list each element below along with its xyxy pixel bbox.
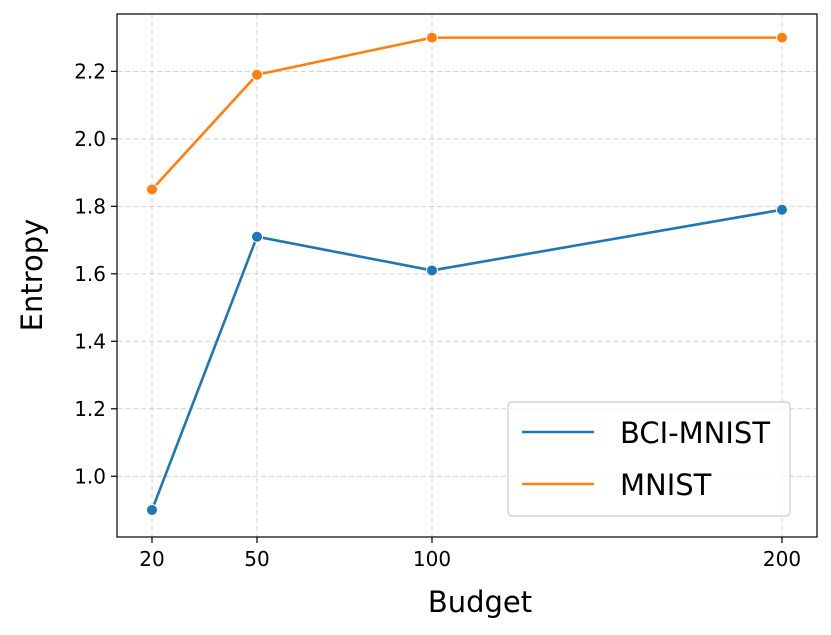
series-mnist [146, 31, 788, 196]
data-point [251, 68, 263, 81]
y-tick-label: 1.6 [74, 262, 106, 286]
legend: BCI-MNIST MNIST [507, 401, 791, 517]
y-tick-label: 1.2 [74, 397, 106, 421]
x-tick-label: 50 [244, 547, 269, 571]
data-point [426, 264, 438, 277]
series-line [150, 208, 783, 511]
series-line [151, 36, 782, 191]
data-point [776, 31, 788, 44]
y-tick-label: 2.0 [74, 127, 106, 151]
data-point [426, 31, 438, 44]
series-layer [146, 31, 788, 517]
legend-label: BCI-MNIST [620, 416, 770, 450]
data-point [251, 230, 263, 243]
x-tick-label: 200 [763, 547, 801, 571]
y-tick-label: 1.0 [74, 464, 106, 488]
y-axis-title: Entropy [15, 219, 49, 332]
y-tick-label: 2.2 [74, 59, 106, 83]
y-axis-ticks: 1.0 1.2 1.4 1.6 1.8 2.0 2.2 [74, 59, 117, 488]
x-tick-label: 20 [139, 547, 164, 571]
x-axis-title: Budget [428, 585, 532, 619]
y-tick-label: 1.8 [74, 194, 106, 218]
y-tick-label: 1.4 [74, 329, 106, 353]
series-bci-mnist [146, 203, 788, 517]
plot-frame [116, 13, 818, 538]
legend-label: MNIST [620, 468, 712, 502]
legend-box [507, 401, 791, 517]
x-tick-label: 100 [413, 547, 451, 571]
data-point [776, 203, 788, 216]
data-point [146, 183, 158, 196]
x-axis-ticks: 20 50 100 200 [139, 537, 801, 571]
data-point [146, 504, 158, 517]
